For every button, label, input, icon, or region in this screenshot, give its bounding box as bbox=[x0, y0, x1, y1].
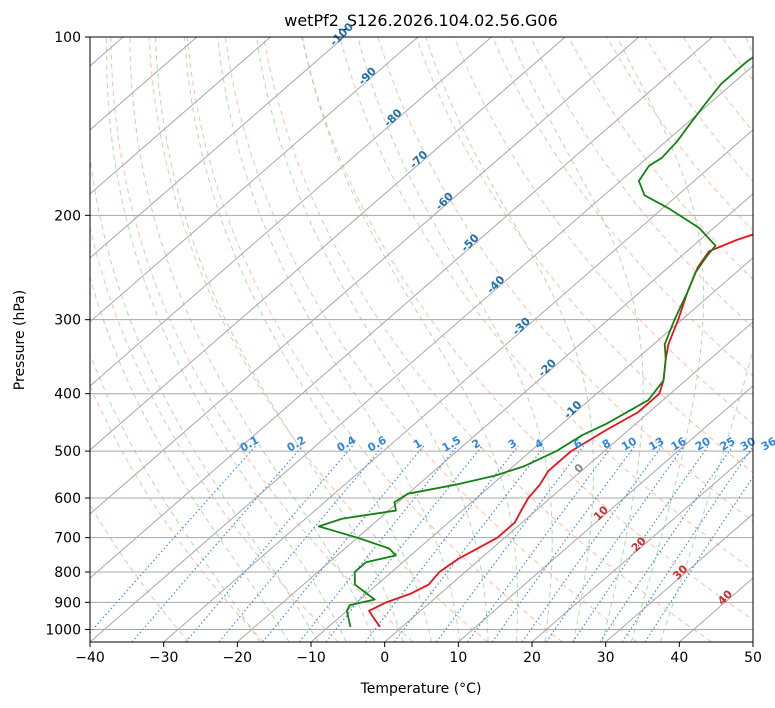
x-tick-label: 10 bbox=[449, 650, 467, 666]
dewpoint-line bbox=[317, 56, 753, 628]
x-tick-label: −30 bbox=[149, 650, 179, 666]
mixing-ratio-line bbox=[491, 445, 636, 642]
mixing-ratio-line bbox=[644, 476, 753, 642]
isotherm-line bbox=[384, 321, 753, 642]
chart-title: wetPf2_S126.2026.104.02.56.G06 bbox=[284, 11, 558, 31]
isotherm-line bbox=[163, 129, 753, 642]
moist-adiabat-line bbox=[301, 37, 519, 642]
moist-adiabat-line bbox=[357, 37, 553, 642]
mixing-ratio-line bbox=[185, 445, 353, 642]
isotherm-line bbox=[237, 193, 753, 642]
moist-adiabat-line bbox=[90, 275, 290, 642]
y-tick-label: 1000 bbox=[45, 622, 81, 638]
moist-adiabat-line bbox=[155, 37, 404, 642]
isotherm-line bbox=[90, 37, 492, 387]
plot-frame bbox=[89, 36, 754, 643]
y-tick-label: 200 bbox=[54, 208, 81, 224]
isotherm-line bbox=[90, 37, 566, 451]
isotherm-line bbox=[90, 37, 640, 515]
isotherm-line bbox=[90, 37, 271, 195]
dry-adiabat-line bbox=[186, 37, 563, 642]
dry-adiabat-line bbox=[530, 37, 753, 329]
mixing-ratio-line bbox=[545, 445, 685, 642]
moist-adiabat-line bbox=[425, 37, 594, 642]
x-tick-label: −40 bbox=[75, 650, 105, 666]
moist-adiabat-line bbox=[129, 37, 376, 642]
x-tick-label: 40 bbox=[670, 650, 688, 666]
mixing-ratio-line bbox=[521, 445, 663, 642]
y-tick-label: 600 bbox=[54, 491, 81, 507]
dry-adiabat-line bbox=[90, 384, 264, 642]
dry-adiabat-line bbox=[224, 37, 638, 642]
moist-adiabat-line bbox=[184, 37, 432, 642]
y-axis-label: Pressure (hPa) bbox=[12, 290, 28, 390]
mixing-ratio-line bbox=[435, 445, 585, 642]
y-tick-label: 400 bbox=[54, 387, 81, 403]
isotherm-line bbox=[458, 385, 753, 642]
dry-adiabat-line bbox=[491, 37, 753, 377]
moist-adiabat-line bbox=[90, 152, 319, 642]
isotherm-line bbox=[90, 37, 419, 323]
y-tick-label: 800 bbox=[54, 565, 81, 581]
moist-adiabat-line bbox=[106, 37, 347, 642]
dry-adiabat-line bbox=[262, 37, 712, 642]
isotherm-line bbox=[531, 449, 753, 642]
dry-adiabat-line bbox=[90, 503, 190, 642]
x-tick-label: 50 bbox=[744, 650, 762, 666]
mixing-ratio-line bbox=[572, 445, 709, 642]
y-tick-label: 900 bbox=[54, 595, 81, 611]
x-tick-label: 30 bbox=[597, 650, 615, 666]
mixing-ratio-line bbox=[364, 445, 519, 642]
mixing-ratio-line bbox=[218, 445, 384, 642]
moist-adiabat-line bbox=[256, 37, 489, 642]
x-tick-label: 20 bbox=[523, 650, 541, 666]
isotherm-line bbox=[90, 65, 753, 642]
moist-adiabat-line bbox=[217, 37, 461, 642]
isotherm-line bbox=[90, 37, 713, 579]
mixing-ratio-line bbox=[325, 445, 483, 642]
dry-adiabat-line bbox=[90, 224, 339, 642]
mixing-ratio-line bbox=[131, 445, 304, 642]
y-tick-label: 500 bbox=[54, 444, 81, 460]
y-tick-label: 700 bbox=[54, 531, 81, 547]
dry-adiabat-line bbox=[377, 37, 753, 522]
isotherm-line bbox=[90, 37, 345, 259]
dry-adiabat-line bbox=[453, 37, 753, 425]
isotherm-line bbox=[310, 257, 753, 642]
x-axis-label: Temperature (°C) bbox=[360, 681, 482, 697]
x-tick-label: −20 bbox=[223, 650, 253, 666]
y-tick-label: 300 bbox=[54, 313, 81, 329]
mixing-ratio-line bbox=[599, 445, 734, 642]
isotherm-line bbox=[605, 513, 753, 642]
dry-adiabat-line bbox=[301, 37, 753, 621]
y-tick-label: 100 bbox=[54, 30, 81, 46]
x-tick-label: 0 bbox=[380, 650, 389, 666]
x-tick-label: −10 bbox=[296, 650, 326, 666]
dry-adiabat-line bbox=[148, 37, 488, 642]
moist-adiabat-line bbox=[616, 37, 705, 642]
dry-adiabat-line bbox=[339, 37, 753, 571]
moist-adiabat-line bbox=[659, 37, 753, 642]
mixing-ratio-label: 36 bbox=[759, 434, 775, 453]
mixing-ratio-line bbox=[621, 445, 753, 642]
